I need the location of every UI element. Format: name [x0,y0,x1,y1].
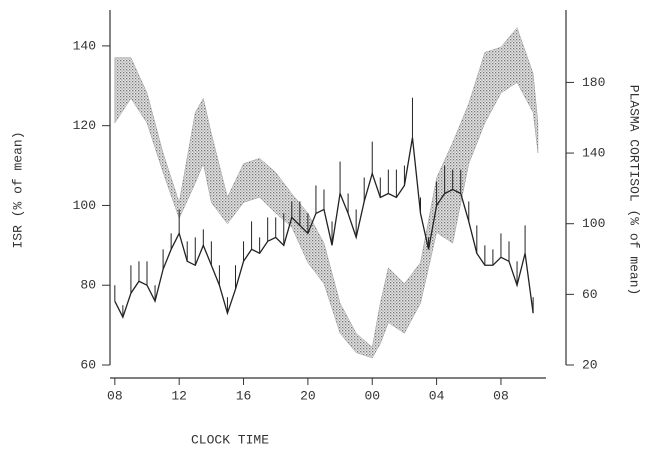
x-tick-label: 04 [429,388,445,403]
x-tick-label: 12 [171,388,187,403]
x-tick-label: 00 [364,388,380,403]
x-axis-label: CLOCK TIME [191,432,269,447]
y-tick-label: 140 [73,38,96,53]
y2-tick-label: 20 [582,357,598,372]
y2-tick-label: 100 [582,216,605,231]
y2-tick-label: 60 [582,287,598,302]
y-tick-label: 60 [80,357,96,372]
x-tick-label: 08 [107,388,123,403]
y2-axis-label: PLASMA CORTISOL (% of mean) [627,85,642,296]
y-tick-label: 120 [73,118,96,133]
x-tick-label: 20 [300,388,316,403]
y-tick-label: 80 [80,278,96,293]
x-tick-label: 16 [236,388,252,403]
y2-tick-label: 180 [582,75,605,90]
y-tick-label: 100 [73,198,96,213]
y2-tick-label: 140 [582,145,605,160]
isr-line [114,137,534,319]
y-axis-label: ISR (% of mean) [10,131,25,248]
x-tick-label: 08 [493,388,509,403]
cortisol-band [114,27,539,359]
